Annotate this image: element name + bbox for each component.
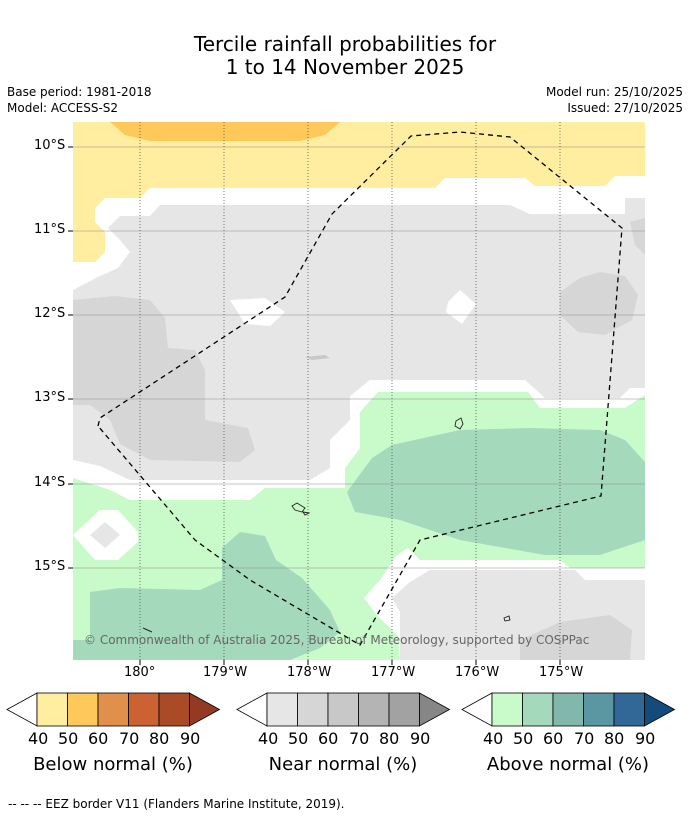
cb-near-tick-40: 40 xyxy=(258,729,279,748)
lon-label-179w: 179°W xyxy=(203,665,248,680)
near-normal-50-zone-west xyxy=(73,296,255,462)
chart-title-line1: Tercile rainfall probabilities for xyxy=(193,32,497,56)
copyright-notice: © Commonwealth of Australia 2025, Bureau… xyxy=(84,633,590,647)
lat-grid xyxy=(73,146,645,569)
base-period: Base period: 1981-2018 xyxy=(7,85,152,99)
cb-above-tick-50: 50 xyxy=(513,729,534,748)
near-normal-60-speck xyxy=(305,355,330,360)
cb-below-tick-50: 50 xyxy=(58,729,79,748)
near-normal-50-zone-edge xyxy=(630,218,645,255)
below-normal-40-zone xyxy=(73,122,645,262)
cb-below-title: Below normal (%) xyxy=(33,754,193,775)
cb-near-tick-50: 50 xyxy=(288,729,309,748)
island-c xyxy=(302,511,311,516)
transition-band-top xyxy=(73,176,645,290)
near-normal-50-zone-southeast xyxy=(520,615,632,660)
cb-near-tick-70: 70 xyxy=(349,729,370,748)
cb-near-tick-60: 60 xyxy=(318,729,339,748)
footnote-eez: -- -- -- EEZ border V11 (Flanders Marine… xyxy=(8,797,345,811)
issued-date: Issued: 27/10/2025 xyxy=(567,101,683,115)
map-fields xyxy=(73,122,645,660)
gap-patch xyxy=(230,298,285,326)
cb-below-tick-60: 60 xyxy=(88,729,109,748)
lat-label-12s: 12°S xyxy=(34,306,66,321)
gap-patch-2 xyxy=(446,290,476,324)
cb-above-tick-40: 40 xyxy=(483,729,504,748)
above-normal-50-zone-west xyxy=(73,532,340,660)
cb-near-title: Near normal (%) xyxy=(268,754,418,775)
island-d xyxy=(503,615,511,622)
cb-above-tick-70: 70 xyxy=(574,729,595,748)
island-a xyxy=(454,417,464,430)
lon-label-178w: 178°W xyxy=(287,665,332,680)
lat-label-15s: 15°S xyxy=(34,559,66,574)
axis-ticks xyxy=(68,146,561,665)
island-b xyxy=(291,502,306,513)
cb-above-tick-80: 80 xyxy=(604,729,625,748)
model-name: Model: ACCESS-S2 xyxy=(7,101,119,115)
lon-label-175w: 175°W xyxy=(539,665,584,680)
cb-below-tick-40: 40 xyxy=(28,729,49,748)
cb-near-tick-80: 80 xyxy=(379,729,400,748)
eez-border xyxy=(97,131,623,646)
chart-title-line2: 1 to 14 November 2025 xyxy=(225,55,465,79)
lat-label-13s: 13°S xyxy=(34,390,66,405)
lat-label-11s: 11°S xyxy=(34,222,66,237)
island-e xyxy=(142,627,153,633)
lat-label-14s: 14°S xyxy=(34,475,66,490)
cb-below-tick-90: 90 xyxy=(180,729,201,748)
lon-label-180: 180° xyxy=(124,665,156,680)
cb-below-tick-70: 70 xyxy=(119,729,140,748)
cb-near-tick-90: 90 xyxy=(410,729,431,748)
near-normal-50-zone-east xyxy=(560,272,638,335)
cb-below-tick-80: 80 xyxy=(149,729,170,748)
cb-above-tick-60: 60 xyxy=(543,729,564,748)
cb-above-tick-90: 90 xyxy=(635,729,656,748)
lon-label-176w: 176°W xyxy=(455,665,500,680)
near-normal-diamond xyxy=(90,522,120,548)
model-run: Model run: 25/10/2025 xyxy=(545,85,683,99)
below-normal-50-zone xyxy=(110,122,340,141)
lat-label-10s: 10°S xyxy=(34,138,66,153)
cb-above-title: Above normal (%) xyxy=(486,754,650,775)
above-normal-50-zone-east xyxy=(347,428,645,555)
lon-label-177w: 177°W xyxy=(371,665,416,680)
